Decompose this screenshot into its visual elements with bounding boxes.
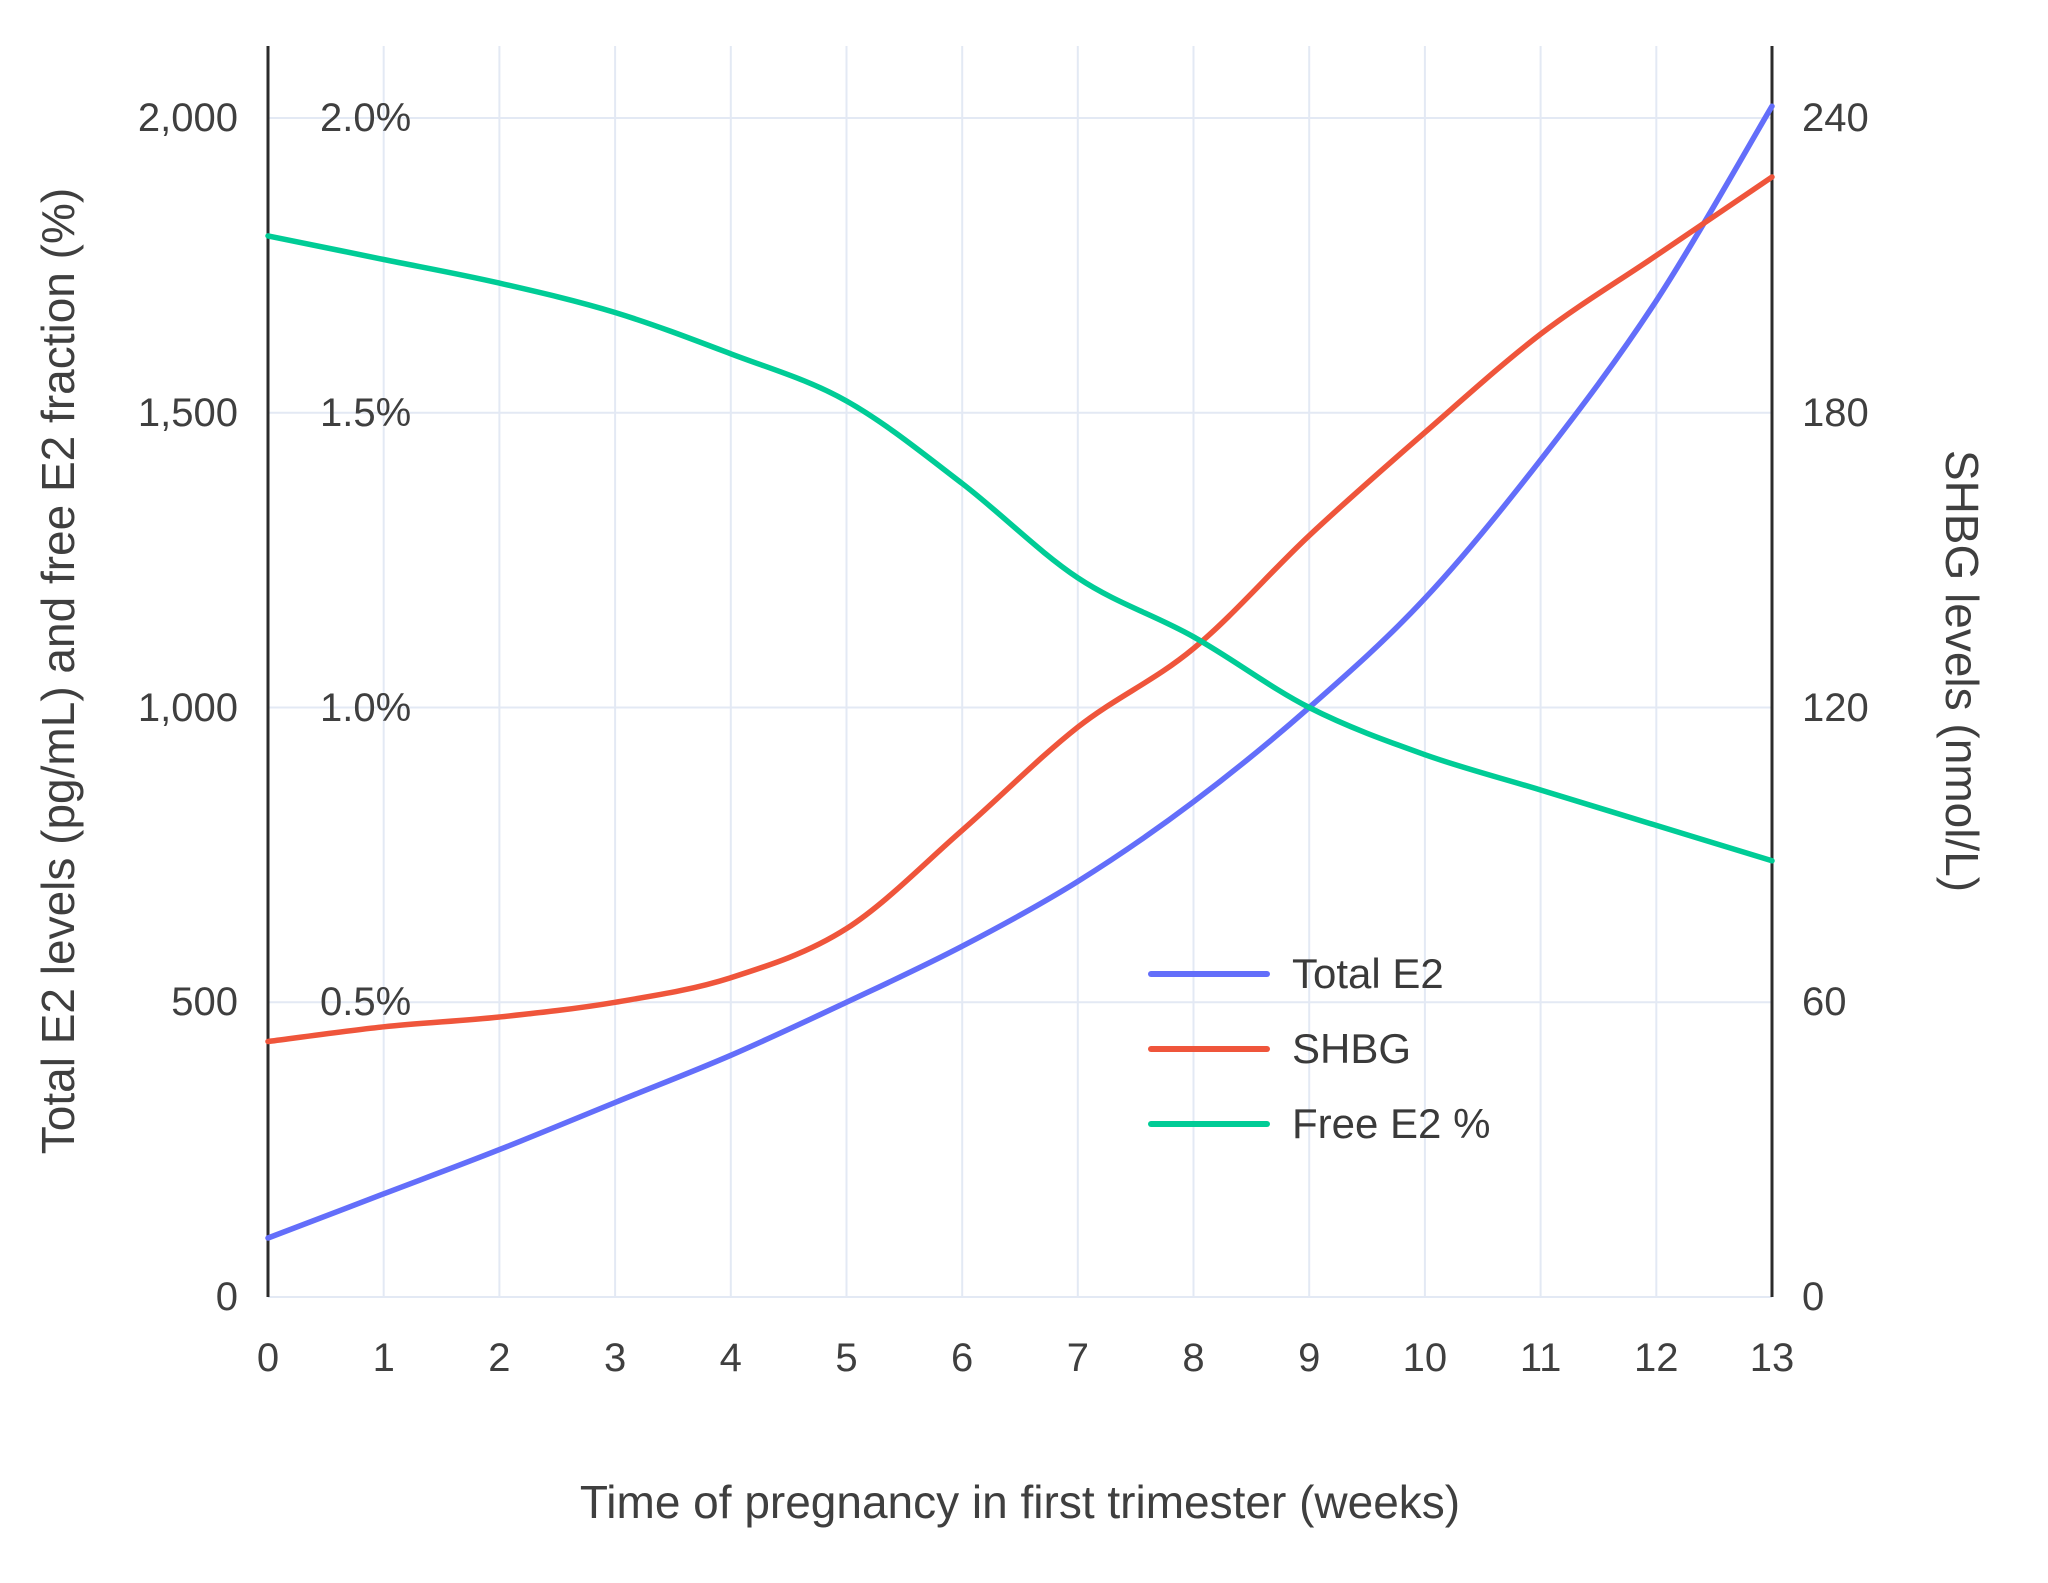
x-tick: 1 (372, 1336, 395, 1380)
y-tick-right: 0 (1802, 1275, 1825, 1319)
y-tick-percent: 1.5% (320, 390, 412, 435)
shbg-swatch-icon (1148, 1045, 1270, 1052)
x-tick: 7 (1066, 1336, 1089, 1380)
legend-item-total-e2[interactable]: Total E2 (1148, 936, 1490, 1011)
y-tick-right: 240 (1802, 96, 1869, 140)
legend: Total E2 SHBG Free E2 % (1148, 936, 1490, 1161)
x-tick: 13 (1749, 1336, 1795, 1380)
y-tick-left: 500 (171, 980, 238, 1025)
x-tick: 9 (1298, 1336, 1321, 1380)
total-e2-swatch-icon (1148, 970, 1270, 977)
x-tick: 3 (603, 1336, 627, 1380)
y-axis-right-title: SHBG levels (nmol/L) (1936, 449, 1988, 893)
x-tick: 12 (1634, 1336, 1679, 1380)
y-tick-left: 1,000 (137, 685, 238, 730)
x-tick: 0 (256, 1336, 280, 1380)
y-tick-left: 1,500 (137, 390, 238, 435)
x-tick: 2 (488, 1336, 511, 1380)
y-tick-right: 120 (1802, 685, 1869, 730)
shbg-line (265, 174, 1775, 1045)
y-tick-percent: 0.5% (320, 980, 412, 1025)
x-tick: 6 (951, 1336, 974, 1380)
legend-label: SHBG (1292, 1024, 1412, 1072)
x-axis-title: Time of pregnancy in first trimester (we… (579, 1476, 1461, 1528)
free-e2-swatch-icon (1148, 1120, 1270, 1127)
legend-item-shbg[interactable]: SHBG (1148, 1011, 1490, 1086)
legend-label: Total E2 (1292, 949, 1444, 997)
y-tick-right: 180 (1802, 390, 1869, 435)
legend-item-free-e2[interactable]: Free E2 % (1148, 1086, 1490, 1161)
total-e2-line (265, 103, 1775, 1241)
y-axis-left-title: Total E2 levels (pg/mL) and free E2 frac… (32, 187, 84, 1155)
x-tick: 4 (719, 1336, 742, 1380)
y-tick-percent: 1.0% (320, 685, 412, 730)
y-tick-right: 60 (1802, 980, 1847, 1025)
y-tick-left: 0 (215, 1275, 238, 1319)
gridlines (267, 46, 1773, 1298)
y-tick-left: 2,000 (137, 96, 238, 140)
x-tick: 10 (1402, 1336, 1448, 1380)
free-e2-line (265, 233, 1775, 864)
y-tick-percent: 2.0% (320, 96, 412, 140)
legend-label: Free E2 % (1292, 1099, 1491, 1147)
x-tick: 8 (1182, 1336, 1205, 1380)
x-tick: 5 (835, 1336, 858, 1380)
x-tick: 11 (1519, 1336, 1562, 1380)
